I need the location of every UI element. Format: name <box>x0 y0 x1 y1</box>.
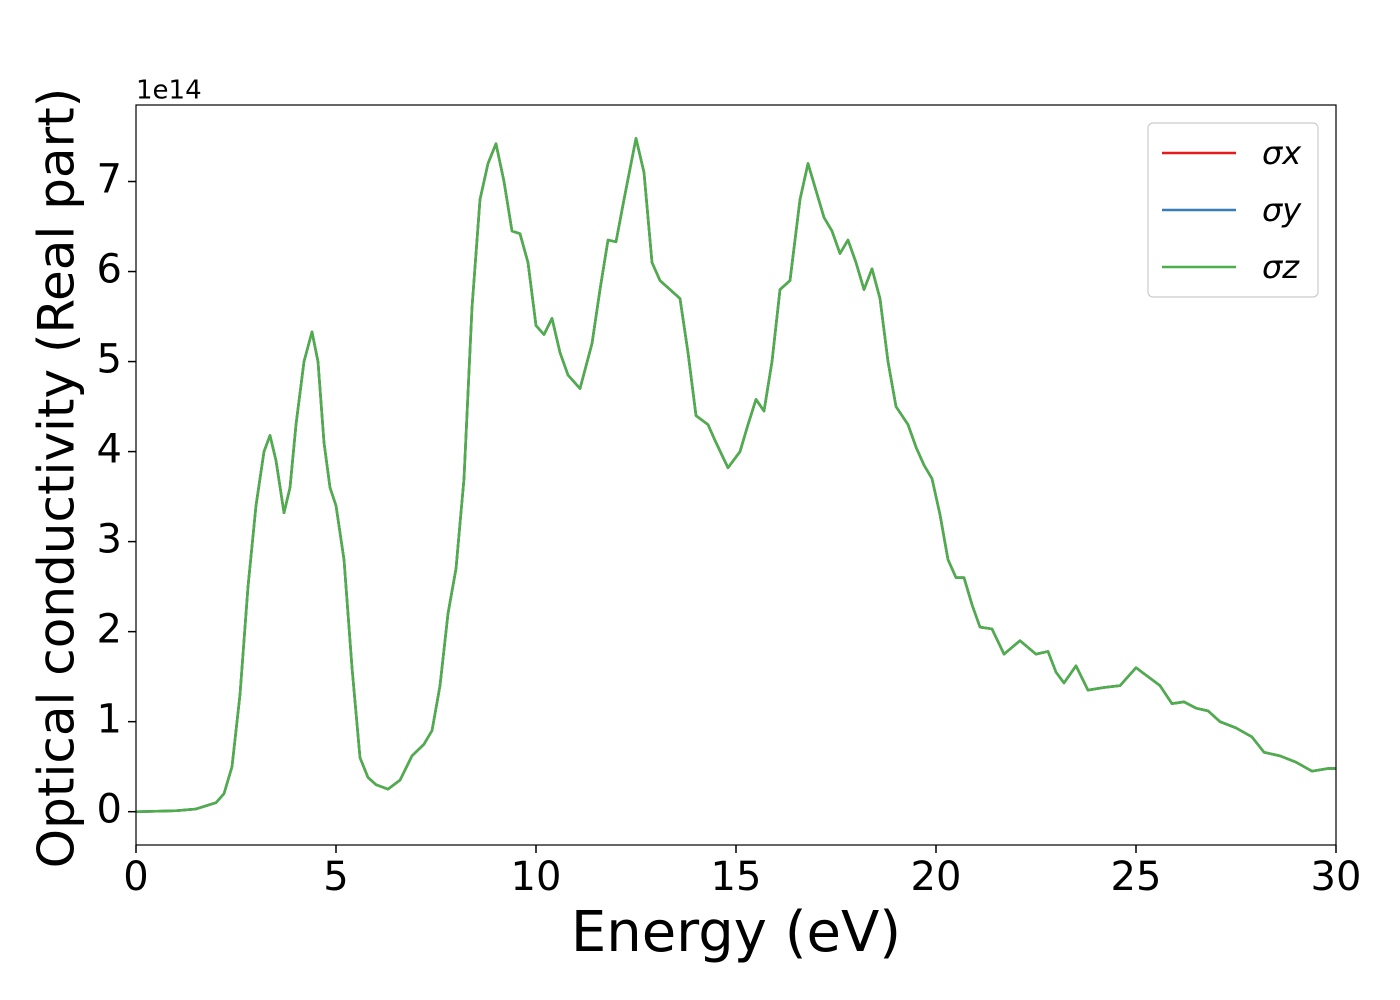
line-series <box>135 137 1336 813</box>
x-tick-label: 0 <box>123 854 148 900</box>
y-axis-label: Optical conductivity (Real part) <box>28 88 86 869</box>
x-tick-label: 10 <box>511 854 562 900</box>
y-tick-label: 1 <box>97 697 122 743</box>
legend-label: σx <box>1262 134 1302 172</box>
x-tick-label: 30 <box>1311 854 1362 900</box>
x-tick-label: 15 <box>711 854 762 900</box>
x-tick-label: 5 <box>323 854 348 900</box>
y-tick-label: 7 <box>97 157 122 203</box>
legend-label: σy <box>1262 191 1302 229</box>
y-tick-label: 6 <box>97 247 122 293</box>
y-tick-label: 3 <box>97 517 122 563</box>
plot-frame <box>135 104 1337 846</box>
y-tick-label: 4 <box>97 427 122 473</box>
y-tick-label: 2 <box>97 607 122 653</box>
x-tick-label: 20 <box>911 854 962 900</box>
x-tick-label: 25 <box>1111 854 1162 900</box>
offset-label: 1e14 <box>136 76 202 106</box>
legend-label: σz <box>1262 248 1300 286</box>
y-tick-label: 0 <box>97 787 122 833</box>
y-tick-label: 5 <box>97 337 122 383</box>
x-axis-label: Energy (eV) <box>571 900 901 965</box>
